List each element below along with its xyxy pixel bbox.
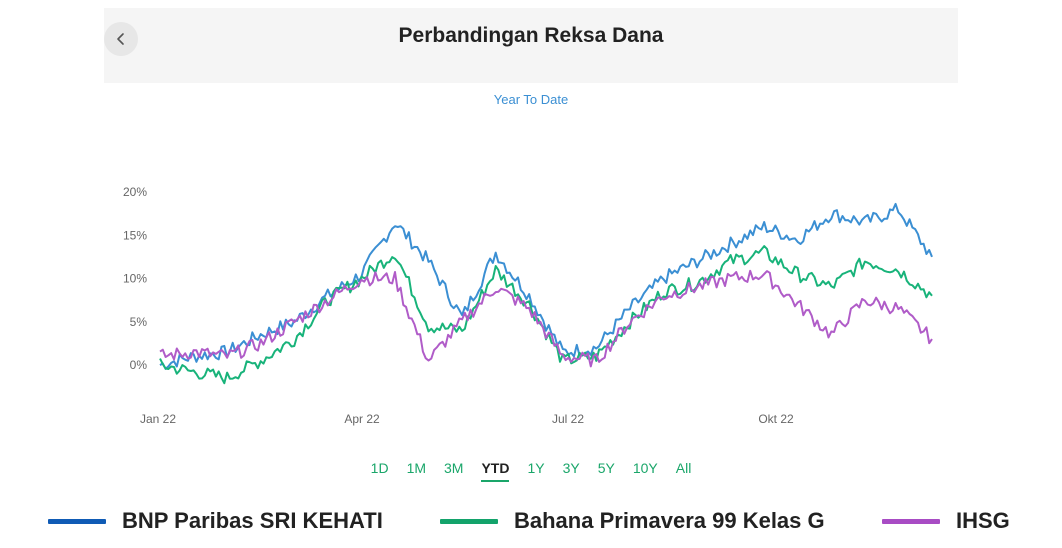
y-tick-label: 0% [130,358,148,372]
range-button-all[interactable]: All [675,460,692,476]
x-tick-label: Jan 22 [140,412,176,426]
legend-swatch-ihsg [882,518,940,524]
range-button-1y[interactable]: 1Y [527,460,545,476]
legend-label-ihsg: IHSG [956,508,1010,533]
back-button[interactable] [104,22,138,56]
legend-item-ihsg: IHSG [882,508,1010,534]
series-line-2 [159,269,933,368]
legend-swatch-bnp [48,518,106,524]
range-button-ytd[interactable]: YTD [481,460,510,482]
y-tick-label: 15% [123,228,147,242]
legend-swatch-bahana [440,518,498,524]
legend-item-bahana: Bahana Primavera 99 Kelas G [440,508,825,534]
period-label: Year To Date [493,92,569,107]
range-button-1d[interactable]: 1D [370,460,389,476]
x-tick-label: Jul 22 [552,412,584,426]
range-button-10y[interactable]: 10Y [632,460,658,476]
y-tick-label: 10% [123,272,147,286]
legend-label-bahana: Bahana Primavera 99 Kelas G [514,508,825,533]
legend-label-bnp: BNP Paribas SRI KEHATI [122,508,383,533]
legend-item-bnp: BNP Paribas SRI KEHATI [48,508,383,534]
chevron-left-icon [117,33,124,45]
y-tick-label: 20% [123,185,147,199]
page-title: Perbandingan Reksa Dana [398,24,664,47]
range-button-3y[interactable]: 3Y [562,460,580,476]
series-line-1 [159,245,933,385]
range-selector: 1D 1M 3M YTD 1Y 3Y 5Y 10Y All [0,460,1062,482]
range-button-5y[interactable]: 5Y [597,460,615,476]
line-chart: 20% 15% 10% 5% 0% Jan 22 Apr 22 Jul 22 Okt 22 [123,185,933,426]
x-tick-label: Okt 22 [758,412,794,426]
x-tick-label: Apr 22 [344,412,380,426]
chart-legend: BNP Paribas SRI KEHATI Bahana Primavera … [0,508,1062,542]
header-bar: Perbandingan Reksa Dana [104,8,958,83]
range-button-3m[interactable]: 3M [444,460,464,476]
range-button-1m[interactable]: 1M [406,460,427,476]
y-tick-label: 5% [130,315,148,329]
series-line-0 [159,202,933,370]
